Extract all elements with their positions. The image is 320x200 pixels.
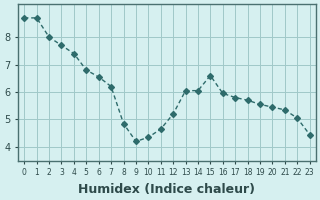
X-axis label: Humidex (Indice chaleur): Humidex (Indice chaleur) bbox=[78, 183, 255, 196]
